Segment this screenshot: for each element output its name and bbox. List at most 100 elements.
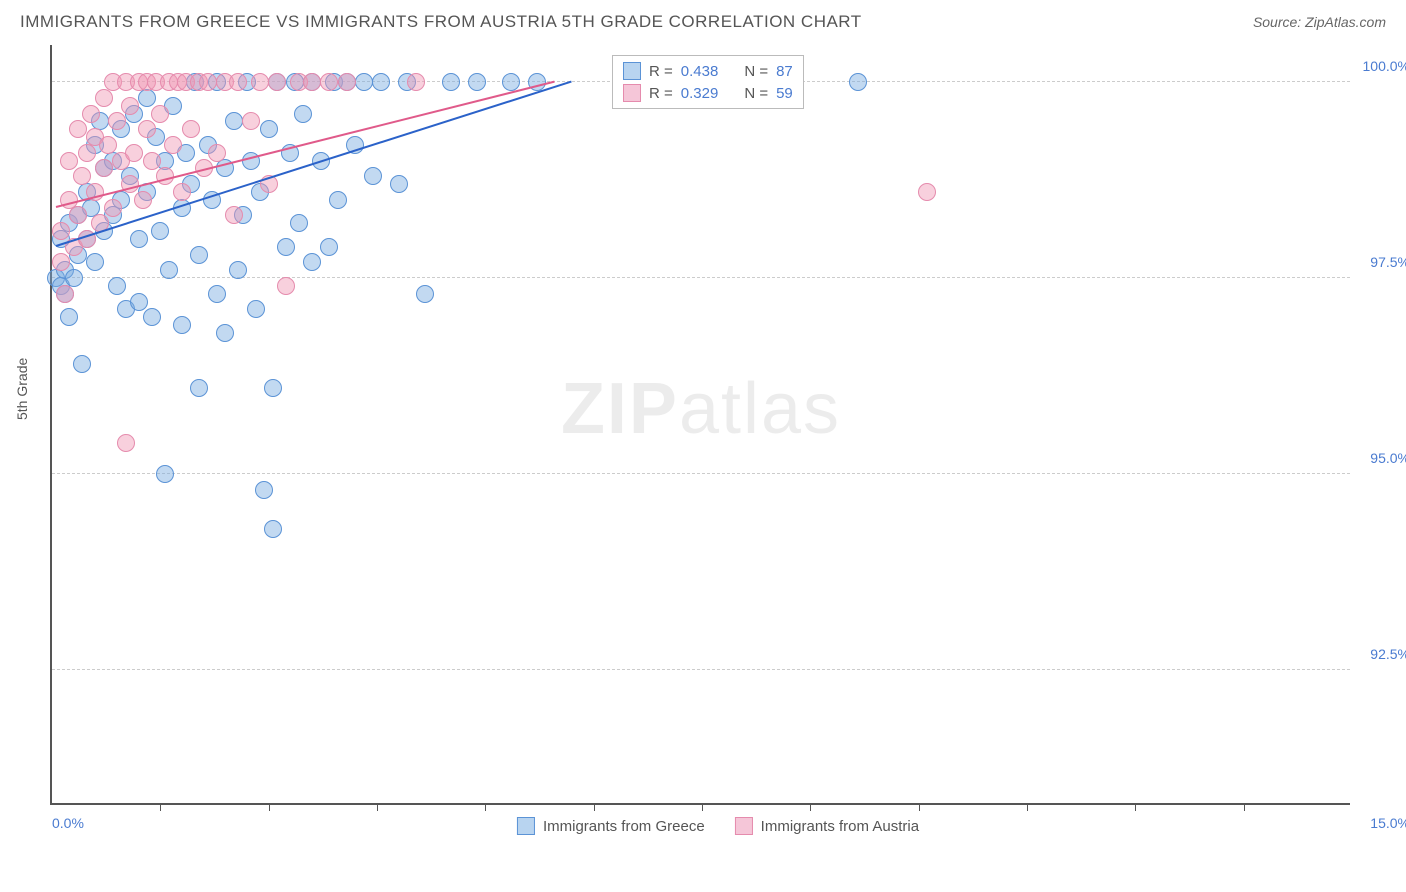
data-point — [260, 120, 278, 138]
data-point — [229, 261, 247, 279]
series-swatch — [623, 62, 641, 80]
data-point — [121, 97, 139, 115]
y-tick-label: 92.5% — [1370, 646, 1406, 662]
legend-item: Immigrants from Austria — [735, 817, 919, 835]
data-point — [320, 73, 338, 91]
data-point — [407, 73, 425, 91]
r-value: 0.438 — [681, 63, 719, 80]
data-point — [108, 112, 126, 130]
chart-title: IMMIGRANTS FROM GREECE VS IMMIGRANTS FRO… — [20, 12, 862, 32]
data-point — [355, 73, 373, 91]
data-point — [164, 136, 182, 154]
correlation-stats-box: R =0.438N =87R =0.329N =59 — [612, 55, 804, 109]
data-point — [190, 246, 208, 264]
legend-label: Immigrants from Austria — [761, 818, 919, 835]
x-tick — [594, 803, 595, 811]
x-tick — [1135, 803, 1136, 811]
data-point — [108, 277, 126, 295]
gridline — [52, 277, 1350, 278]
data-point — [69, 120, 87, 138]
data-point — [242, 112, 260, 130]
data-point — [294, 105, 312, 123]
data-point — [86, 253, 104, 271]
gridline — [52, 669, 1350, 670]
x-tick — [377, 803, 378, 811]
data-point — [416, 285, 434, 303]
x-tick — [1244, 803, 1245, 811]
data-point — [52, 253, 70, 271]
r-value: 0.329 — [681, 85, 719, 102]
x-tick-label: 15.0% — [1370, 815, 1406, 831]
data-point — [78, 144, 96, 162]
data-point — [225, 206, 243, 224]
data-point — [130, 293, 148, 311]
data-point — [138, 120, 156, 138]
data-point — [247, 300, 265, 318]
r-label: R = — [649, 63, 673, 80]
y-tick-label: 97.5% — [1370, 254, 1406, 270]
stats-row: R = 0.329 N = 59 — [623, 82, 793, 104]
data-point — [251, 73, 269, 91]
data-point — [60, 152, 78, 170]
legend-swatch — [517, 817, 535, 835]
x-tick — [702, 803, 703, 811]
data-point — [303, 73, 321, 91]
data-point — [338, 73, 356, 91]
data-point — [95, 89, 113, 107]
data-point — [117, 434, 135, 452]
data-point — [502, 73, 520, 91]
data-point — [134, 191, 152, 209]
data-point — [73, 355, 91, 373]
n-label: N = — [744, 63, 768, 80]
x-tick-label: 0.0% — [52, 815, 84, 831]
data-point — [151, 105, 169, 123]
data-point — [229, 73, 247, 91]
r-label: R = — [649, 85, 673, 102]
data-point — [52, 222, 70, 240]
data-point — [125, 144, 143, 162]
stats-row: R =0.438N =87 — [623, 60, 793, 82]
x-tick — [919, 803, 920, 811]
data-point — [372, 73, 390, 91]
legend-item: Immigrants from Greece — [517, 817, 705, 835]
y-tick-label: 95.0% — [1370, 450, 1406, 466]
data-point — [268, 73, 286, 91]
data-point — [173, 316, 191, 334]
data-point — [143, 152, 161, 170]
data-point — [143, 308, 161, 326]
data-point — [320, 238, 338, 256]
n-value: 59 — [776, 85, 793, 102]
data-point — [160, 261, 178, 279]
data-point — [99, 136, 117, 154]
data-point — [277, 238, 295, 256]
data-point — [104, 199, 122, 217]
data-point — [390, 175, 408, 193]
data-point — [849, 73, 867, 91]
x-tick — [1027, 803, 1028, 811]
data-point — [82, 105, 100, 123]
data-point — [95, 159, 113, 177]
data-point — [364, 167, 382, 185]
n-label: N = — [744, 85, 768, 102]
data-point — [290, 214, 308, 232]
x-tick — [810, 803, 811, 811]
data-point — [216, 324, 234, 342]
scatter-plot: ZIPatlas 92.5%95.0%97.5%100.0%0.0%15.0%R… — [50, 45, 1350, 805]
data-point — [225, 112, 243, 130]
x-tick — [160, 803, 161, 811]
data-point — [208, 144, 226, 162]
data-point — [199, 73, 217, 91]
data-point — [303, 253, 321, 271]
data-point — [468, 73, 486, 91]
gridline — [52, 473, 1350, 474]
x-tick — [485, 803, 486, 811]
data-point — [442, 73, 460, 91]
data-point — [277, 277, 295, 295]
data-point — [264, 520, 282, 538]
data-point — [130, 230, 148, 248]
legend-swatch — [735, 817, 753, 835]
series-swatch — [623, 84, 641, 102]
legend-label: Immigrants from Greece — [543, 818, 705, 835]
data-point — [156, 465, 174, 483]
data-point — [329, 191, 347, 209]
